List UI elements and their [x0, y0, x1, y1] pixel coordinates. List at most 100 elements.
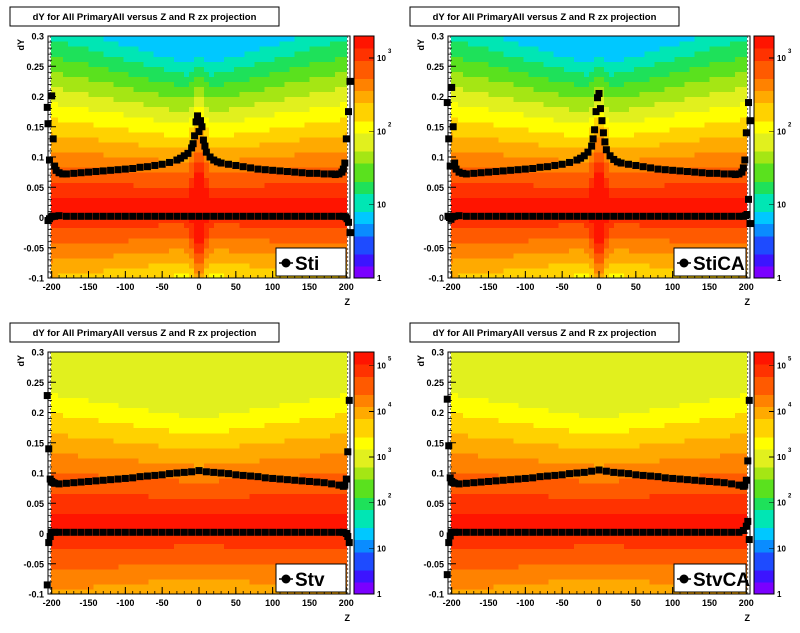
- heatmap-cell: [269, 242, 276, 249]
- heatmap-cell: [239, 257, 245, 264]
- heatmap-cell: [148, 177, 155, 183]
- heatmap-cell: [264, 232, 271, 239]
- heatmap-cell: [173, 217, 180, 224]
- heatmap-cell: [173, 187, 180, 193]
- heatmap-cell: [538, 126, 545, 133]
- heatmap-cell: [578, 197, 585, 203]
- heatmap-cell: [274, 56, 281, 62]
- heatmap-cell: [533, 227, 540, 234]
- heatmap-cell: [468, 121, 474, 128]
- heatmap-cell: [299, 187, 306, 193]
- heatmap-cell: [158, 262, 165, 269]
- heatmap-cell: [143, 262, 150, 269]
- heatmap-cell: [209, 61, 215, 67]
- heatmap-cell: [533, 101, 540, 108]
- heatmap-cell: [624, 192, 630, 198]
- heatmap-cell: [78, 252, 84, 259]
- heatmap-cell: [533, 106, 540, 113]
- heatmap-cell: [209, 167, 215, 173]
- data-point: [77, 212, 85, 220]
- heatmap-cell: [498, 51, 504, 57]
- heatmap-cell: [573, 192, 580, 198]
- heatmap-cell: [193, 177, 200, 183]
- heatmap-cell: [108, 157, 115, 163]
- heatmap-cell: [324, 86, 331, 93]
- heatmap-cell: [239, 36, 245, 42]
- heatmap-cell: [538, 207, 545, 214]
- heatmap-cell: [178, 66, 185, 72]
- heatmap-cell: [133, 267, 140, 274]
- heatmap-cell: [523, 267, 530, 274]
- heatmap-cell: [563, 252, 570, 259]
- heatmap-cell: [558, 71, 565, 77]
- heatmap-cell: [78, 242, 84, 249]
- heatmap-cell: [588, 262, 595, 269]
- heatmap-cell: [324, 136, 331, 143]
- heatmap-cell: [53, 46, 59, 52]
- heatmap-cell: [604, 262, 610, 269]
- heatmap-cell: [578, 146, 585, 153]
- heatmap-cell: [304, 227, 311, 234]
- heatmap-cell: [98, 192, 104, 198]
- heatmap-cell: [498, 192, 504, 198]
- heatmap-cell: [274, 172, 281, 178]
- heatmap-cell: [563, 187, 570, 193]
- heatmap-cell: [209, 192, 215, 198]
- heatmap-cell: [538, 242, 545, 249]
- heatmap-cell: [143, 252, 150, 259]
- heatmap-cell: [624, 76, 630, 82]
- heatmap-cell: [624, 86, 630, 93]
- heatmap-cell: [219, 232, 225, 239]
- heatmap-cell: [463, 71, 469, 77]
- heatmap-cell: [279, 111, 286, 118]
- data-point: [320, 212, 328, 220]
- heatmap-cell: [249, 41, 255, 47]
- heatmap-cell: [224, 172, 230, 178]
- heatmap-cell: [508, 136, 515, 143]
- heatmap-cell: [324, 46, 331, 52]
- heatmap-cell: [244, 66, 250, 72]
- heatmap-cell: [163, 76, 170, 82]
- heatmap-cell: [188, 167, 195, 173]
- heatmap-cell: [229, 81, 235, 88]
- heatmap-cell: [289, 101, 296, 108]
- heatmap-cell: [153, 71, 160, 77]
- heatmap-cell: [528, 252, 535, 259]
- heatmap-cell: [274, 121, 281, 128]
- heatmap-cell: [548, 36, 555, 42]
- heatmap-cell: [63, 267, 69, 274]
- heatmap-cell: [168, 187, 175, 193]
- heatmap-cell: [148, 187, 155, 193]
- heatmap-cell: [593, 46, 600, 52]
- heatmap-cell: [513, 101, 520, 108]
- color-scale-band: [354, 102, 374, 110]
- heatmap-cell: [113, 207, 120, 214]
- heatmap-cell: [269, 222, 276, 229]
- heatmap-cell: [274, 76, 281, 82]
- heatmap-cell: [88, 86, 94, 93]
- heatmap-cell: [128, 227, 135, 234]
- heatmap-cell: [279, 222, 286, 229]
- heatmap-cell: [234, 91, 240, 98]
- heatmap-cell: [624, 141, 630, 148]
- heatmap-cell: [523, 257, 530, 264]
- heatmap-cell: [289, 81, 296, 88]
- heatmap-cell: [468, 106, 474, 113]
- color-scale-band: [354, 66, 374, 73]
- heatmap-cell: [249, 66, 255, 72]
- heatmap-cell: [309, 177, 316, 183]
- heatmap-cell: [508, 197, 515, 203]
- heatmap-cell: [553, 157, 560, 163]
- heatmap-cell: [264, 227, 271, 234]
- heatmap-cell: [148, 252, 155, 259]
- heatmap-cell: [568, 192, 575, 198]
- heatmap-cell: [543, 237, 550, 244]
- heatmap-cell: [183, 232, 190, 239]
- heatmap-cell: [98, 76, 104, 82]
- heatmap-cell: [78, 232, 84, 239]
- heatmap-cell: [264, 121, 271, 128]
- heatmap-cell: [588, 187, 595, 193]
- heatmap-cell: [68, 106, 74, 113]
- heatmap-cell: [513, 56, 520, 62]
- heatmap-cell: [183, 116, 190, 123]
